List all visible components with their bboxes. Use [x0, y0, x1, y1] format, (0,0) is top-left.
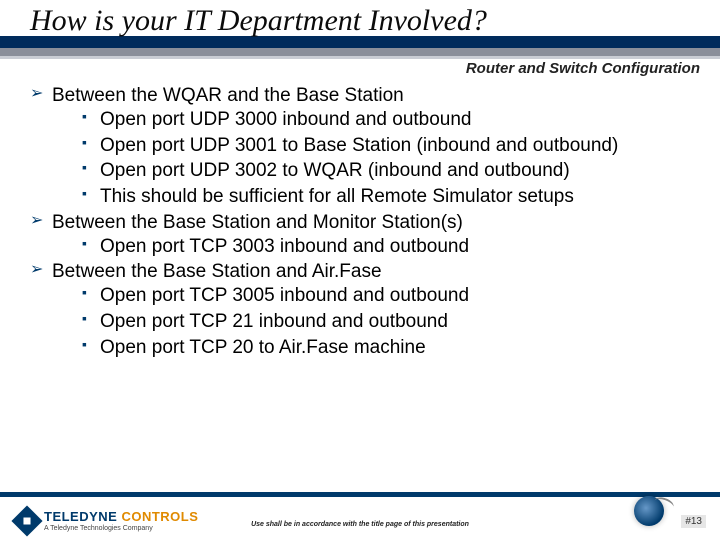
- slide-subtitle: Router and Switch Configuration: [466, 60, 700, 77]
- slide-title: How is your IT Department Involved?: [30, 4, 487, 38]
- logo-main-1: TELEDYNE: [44, 509, 121, 524]
- bullet-item: Between the Base Station and Monitor Sta…: [30, 211, 700, 259]
- page-number: #13: [681, 515, 706, 528]
- disclaimer-text: Use shall be in accordance with the titl…: [251, 521, 469, 528]
- logo-main-2: CONTROLS: [121, 509, 198, 524]
- logo-text: TELEDYNE CONTROLS A Teledyne Technologie…: [44, 510, 198, 532]
- logo-main: TELEDYNE CONTROLS: [44, 510, 198, 523]
- sub-list: Open port TCP 3003 inbound and outbound: [82, 235, 700, 259]
- bullet-text: Between the Base Station and Monitor Sta…: [52, 212, 463, 233]
- sub-list: Open port TCP 3005 inbound and outbound …: [82, 284, 700, 359]
- logo-diamond-icon: [11, 505, 42, 536]
- sub-item: Open port TCP 3005 inbound and outbound: [82, 284, 700, 308]
- bullet-item: Between the Base Station and Air.Fase Op…: [30, 260, 700, 359]
- slide: How is your IT Department Involved? Rout…: [0, 0, 720, 540]
- sub-item: Open port UDP 3000 inbound and outbound: [82, 108, 700, 132]
- sub-item: Open port TCP 21 inbound and outbound: [82, 310, 700, 334]
- bullet-text: Between the WQAR and the Base Station: [52, 85, 404, 106]
- title-band: [0, 36, 720, 56]
- sub-item: This should be sufficient for all Remote…: [82, 185, 700, 209]
- footer: TELEDYNE CONTROLS A Teledyne Technologie…: [0, 492, 720, 540]
- teledyne-logo: TELEDYNE CONTROLS A Teledyne Technologie…: [16, 510, 198, 532]
- globe-icon: [634, 496, 664, 526]
- sub-list: Open port UDP 3000 inbound and outbound …: [82, 108, 700, 209]
- sub-item: Open port TCP 20 to Air.Fase machine: [82, 336, 700, 360]
- bullet-text: Between the Base Station and Air.Fase: [52, 261, 382, 282]
- sub-item: Open port UDP 3002 to WQAR (inbound and …: [82, 159, 700, 183]
- content-area: Between the WQAR and the Base Station Op…: [30, 84, 700, 361]
- bullet-list: Between the WQAR and the Base Station Op…: [30, 84, 700, 359]
- footer-line: [0, 492, 720, 497]
- bullet-item: Between the WQAR and the Base Station Op…: [30, 84, 700, 209]
- sub-item: Open port TCP 3003 inbound and outbound: [82, 235, 700, 259]
- logo-sub: A Teledyne Technologies Company: [44, 525, 198, 532]
- sub-item: Open port UDP 3001 to Base Station (inbo…: [82, 134, 700, 158]
